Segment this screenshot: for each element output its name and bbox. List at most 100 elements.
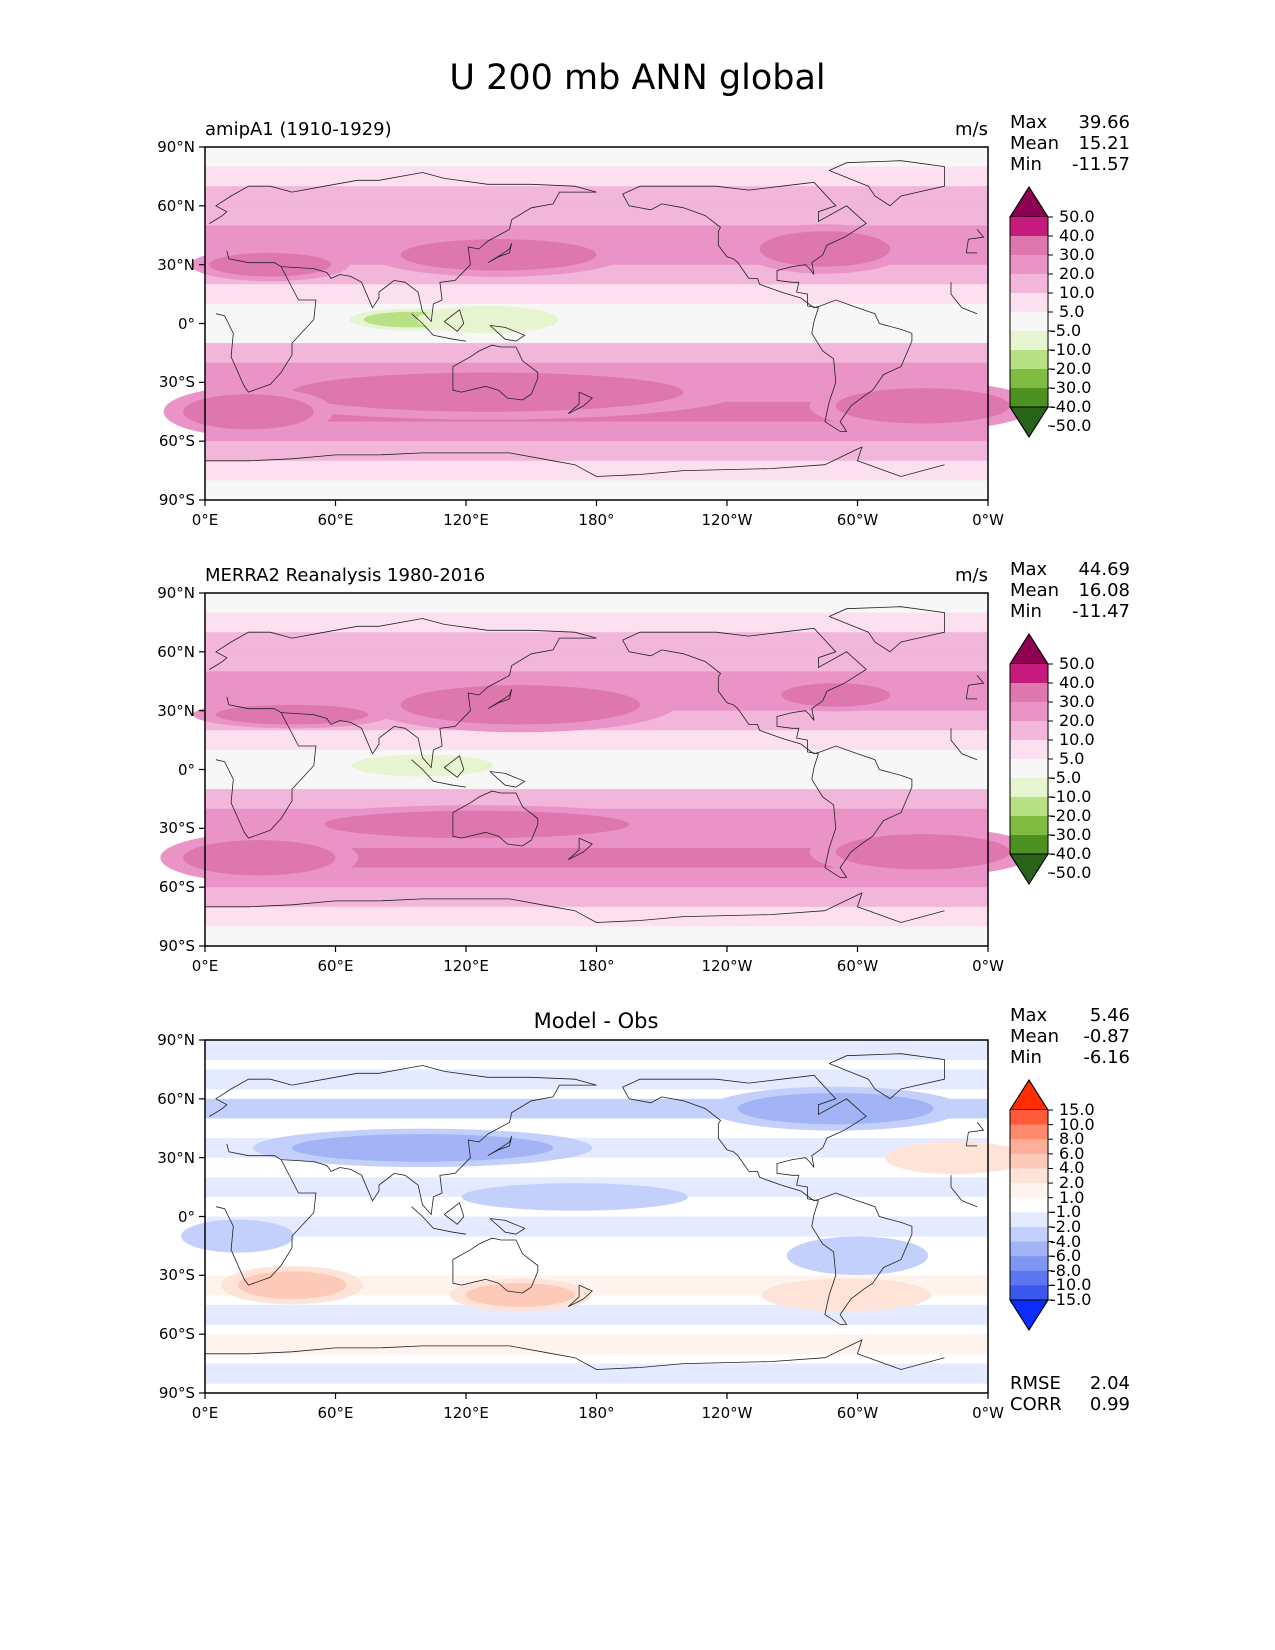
coastline xyxy=(487,688,513,710)
zonal-band xyxy=(205,1334,988,1355)
zonal-band xyxy=(205,789,988,810)
colorbar-label: 4.0 xyxy=(1059,1158,1085,1178)
zonal-band xyxy=(205,847,988,869)
feature-core xyxy=(194,1224,282,1248)
y-tick-label: 90°S xyxy=(158,937,195,955)
x-tick-label: 60°E xyxy=(317,1404,354,1422)
colorbar-label: 10.0 xyxy=(1059,730,1095,749)
colorbar-label: -6.0 xyxy=(1050,1246,1082,1266)
colorbar-bin xyxy=(1010,1212,1048,1228)
colorbar-bin xyxy=(1010,664,1048,684)
stat-corr-value: 0.99 xyxy=(1089,1394,1130,1415)
stat-max-label: Max xyxy=(1010,1005,1048,1026)
map-model xyxy=(163,146,1053,506)
coastline xyxy=(622,181,913,432)
coastline xyxy=(215,250,317,393)
zonal-band xyxy=(205,867,988,888)
coastline xyxy=(215,1143,317,1286)
zonal-band xyxy=(205,887,988,908)
x-tick-label: 120°W xyxy=(701,957,753,975)
coastline xyxy=(205,452,597,477)
colorbar-bin xyxy=(1010,293,1048,313)
panel-left-title: MERRA2 Reanalysis 1980-2016 xyxy=(205,565,486,586)
colorbar-label: -10.0 xyxy=(1050,1275,1092,1295)
colorbar-bin xyxy=(1010,721,1048,741)
colorbar-bin xyxy=(1010,816,1048,836)
y-tick-label: 60°S xyxy=(158,1325,195,1344)
feature-core xyxy=(209,252,332,277)
coastline xyxy=(965,229,985,253)
coastline xyxy=(567,837,593,861)
colorbar-bin xyxy=(1010,1226,1048,1242)
x-tick-label: 120°E xyxy=(443,957,489,975)
x-tick-label: 180° xyxy=(578,1404,615,1422)
feature-core xyxy=(368,757,477,774)
figure-title: U 200 mb ANN global xyxy=(449,58,826,98)
coastline xyxy=(489,1218,526,1235)
coastline xyxy=(281,1084,597,1216)
coastline xyxy=(622,193,815,309)
feature-core xyxy=(400,239,597,271)
colorbar-label: -10.0 xyxy=(1050,787,1092,806)
zonal-band xyxy=(205,284,988,305)
colorbar-bin xyxy=(1010,702,1048,722)
colorbar-label: -5.0 xyxy=(1050,321,1082,340)
zonal-band xyxy=(205,1040,988,1061)
colorbar-bin xyxy=(1010,778,1048,798)
stat-max-value: 44.69 xyxy=(1078,559,1130,580)
zonal-band xyxy=(205,1069,988,1090)
colorbar-label: -20.0 xyxy=(1050,359,1092,378)
zonal-band xyxy=(205,1363,988,1384)
colorbar-bin xyxy=(1010,1183,1048,1198)
colorbar-label: 8.0 xyxy=(1059,1129,1085,1149)
y-tick-label: 90°N xyxy=(157,138,195,156)
y-tick-label: 30°S xyxy=(158,819,195,838)
map-diff xyxy=(181,1039,1053,1399)
coastline xyxy=(444,1202,465,1225)
colorbar-label: -40.0 xyxy=(1050,844,1092,863)
colorbar-bin xyxy=(1010,1139,1048,1155)
coastline xyxy=(487,242,513,264)
colorbar-label: 1.0 xyxy=(1059,1187,1085,1207)
x-tick-label: 0°W xyxy=(972,511,1004,529)
feature-core xyxy=(215,704,369,725)
y-tick-label: 90°S xyxy=(158,1384,195,1402)
coastline xyxy=(281,191,597,323)
y-tick-label: 90°N xyxy=(157,1031,195,1049)
coastline xyxy=(596,1339,945,1370)
colorbar-bin xyxy=(1010,236,1048,256)
feature-core xyxy=(433,309,543,330)
feature-core xyxy=(803,1241,912,1270)
colorbar-bin xyxy=(1010,1168,1048,1184)
colorbar-bin xyxy=(1010,1241,1048,1257)
panel-center-title: Model - Obs xyxy=(533,1009,659,1033)
zonal-band xyxy=(205,906,988,927)
feature-core xyxy=(487,1187,662,1207)
coastline xyxy=(622,1086,815,1202)
stat-min-value: -11.57 xyxy=(1071,154,1130,175)
colorbar-label: 10.0 xyxy=(1059,283,1095,302)
stat-min-label: Min xyxy=(1010,601,1042,622)
zonal-band xyxy=(205,730,988,751)
colorbar-bin xyxy=(1010,1124,1048,1140)
colorbar-bin xyxy=(1010,1110,1048,1125)
x-tick-label: 120°E xyxy=(443,1404,489,1422)
stat-min-value: -6.16 xyxy=(1083,1047,1130,1068)
coastline xyxy=(452,344,539,401)
colorbar-label: -50.0 xyxy=(1050,863,1092,882)
colorbar-bin xyxy=(1010,1256,1048,1272)
coastline xyxy=(622,639,815,755)
panel-units: m/s xyxy=(955,119,988,140)
colorbar-bin xyxy=(1010,759,1048,779)
x-tick-label: 60°E xyxy=(317,957,354,975)
coastlines xyxy=(205,160,985,477)
x-tick-label: 0°E xyxy=(191,1404,219,1422)
coastline xyxy=(444,309,465,332)
coastline xyxy=(950,282,978,315)
y-tick-label: 0° xyxy=(177,760,195,779)
zonal-band xyxy=(205,480,988,501)
feature-core xyxy=(781,683,891,707)
coastline xyxy=(444,755,465,778)
coastline xyxy=(411,1206,467,1235)
colorbar-bin xyxy=(1010,331,1048,351)
